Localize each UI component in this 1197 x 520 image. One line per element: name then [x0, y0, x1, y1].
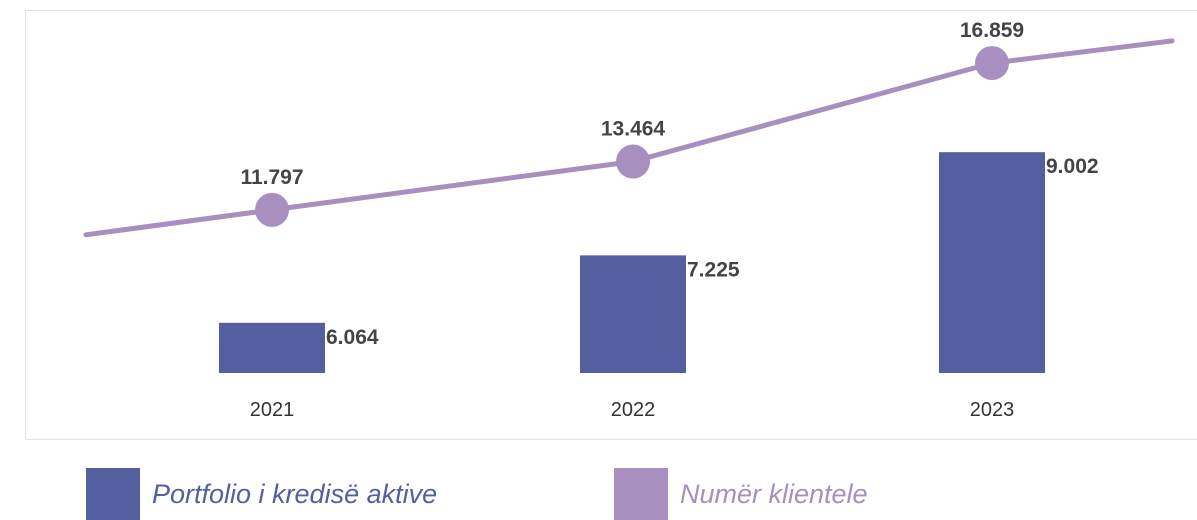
legend-item-line-series: Numër klientele [614, 468, 868, 520]
bar-2021 [219, 322, 325, 373]
legend-label-line-series: Numër klientele [680, 478, 868, 509]
x-tick-label-2021: 2021 [250, 399, 295, 421]
chart-plot-area: 11.797 13.464 16.859 6.064 7.225 9.002 2021 202… [83, 19, 1175, 421]
x-tick-label-2022: 2022 [611, 399, 656, 421]
line-marker-2023 [975, 46, 1009, 81]
legend-label-bar-series: Portfolio i kredisë aktive [152, 478, 438, 509]
line-value-label-2022: 13.464 [601, 118, 666, 141]
bar-2022 [580, 255, 686, 373]
legend-swatch-bar [86, 468, 140, 520]
legend-item-bar-series: Portfolio i kredisë aktive [86, 468, 437, 520]
bar-value-label-2022: 7.225 [687, 258, 740, 281]
chart-legend: Portfolio i kredisë aktive Numër kliente… [86, 468, 1186, 520]
line-value-label-2023: 16.859 [960, 19, 1024, 42]
legend-swatch-line [614, 468, 668, 520]
bar-value-label-2023: 9.002 [1046, 155, 1099, 178]
bar-2023 [939, 152, 1045, 373]
line-marker-2021 [255, 192, 289, 227]
line-marker-2022 [616, 144, 650, 179]
line-value-label-2021: 11.797 [240, 166, 303, 189]
bar-value-label-2021: 6.064 [326, 326, 379, 349]
x-tick-label-2023: 2023 [970, 399, 1015, 421]
